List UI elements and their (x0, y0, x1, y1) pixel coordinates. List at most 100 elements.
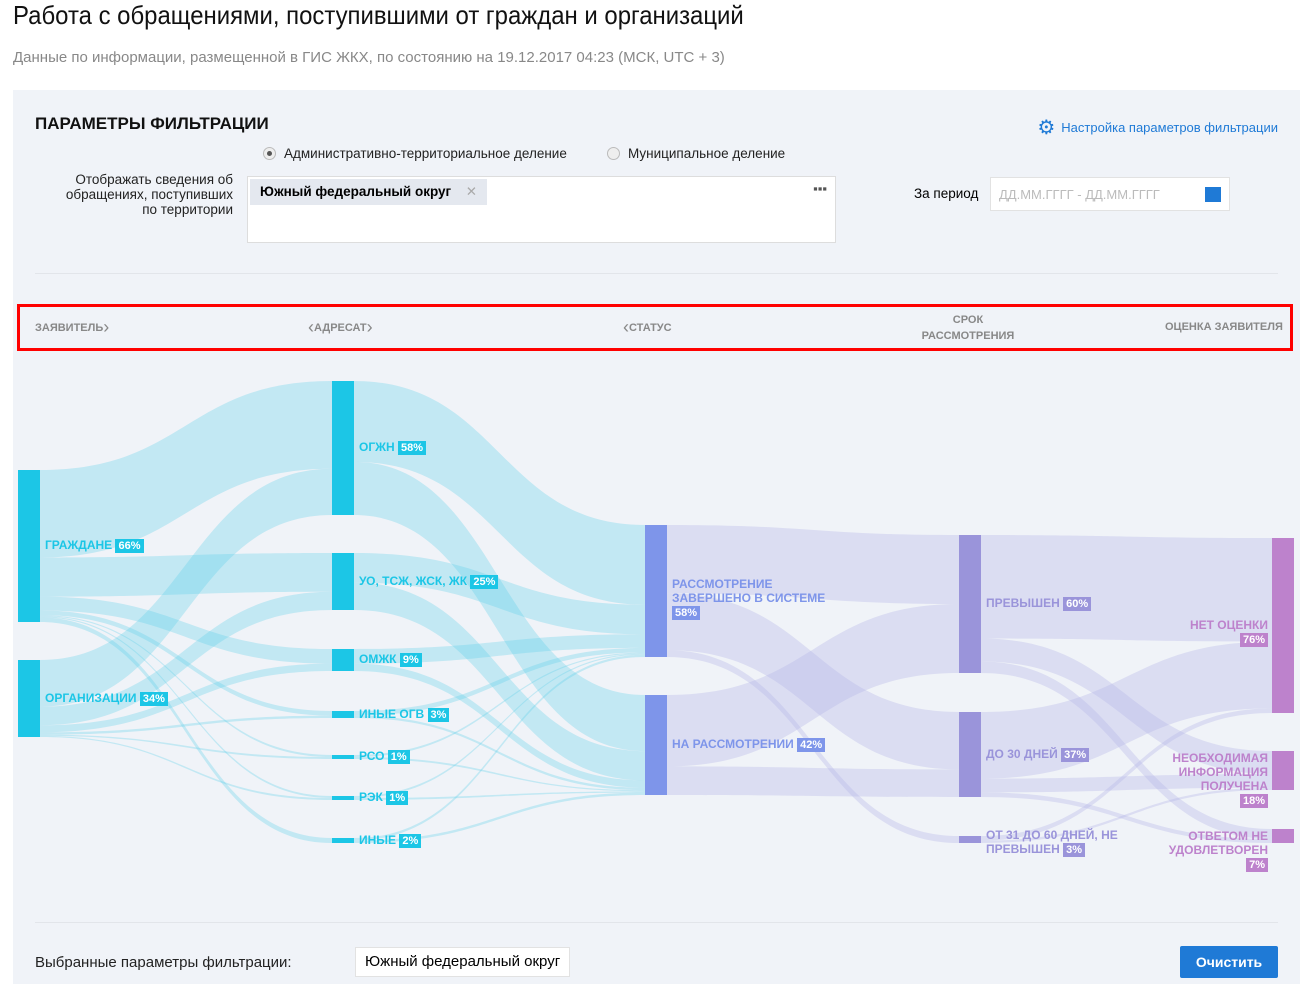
sankey-node[interactable] (959, 836, 981, 843)
sankey-link[interactable] (981, 535, 1272, 642)
sankey-link[interactable] (354, 553, 645, 635)
node-percent-badge: 42% (797, 738, 826, 752)
sankey-node[interactable] (1272, 538, 1294, 713)
selected-params-label: Выбранные параметры фильтрации: (35, 954, 292, 971)
node-percent-badge: 1% (386, 791, 409, 805)
sankey-node[interactable] (332, 649, 354, 671)
sankey-link[interactable] (667, 525, 959, 604)
filters-heading: ПАРАМЕТРЫ ФИЛЬТРАЦИИ (35, 114, 269, 133)
sankey-link[interactable] (981, 787, 1272, 843)
sankey-link[interactable] (354, 652, 645, 757)
sankey-link[interactable] (981, 708, 1272, 841)
sankey-link[interactable] (981, 792, 1272, 843)
sankey-link[interactable] (667, 593, 959, 770)
node-name: ОМЖК (359, 652, 400, 666)
sankey-link[interactable] (354, 653, 645, 798)
sankey-link[interactable] (40, 735, 332, 800)
sankey-link[interactable] (40, 616, 332, 798)
sankey-link[interactable] (667, 766, 959, 797)
radio-label: Административно-территориальное деление (284, 146, 567, 161)
sankey-link[interactable] (40, 663, 332, 733)
node-percent-badge: 34% (139, 691, 168, 706)
node-name: РСО (359, 749, 388, 763)
node-percent-badge: 60% (1063, 597, 1092, 611)
sankey-link[interactable] (354, 654, 645, 841)
stage-addressee[interactable]: ‹АДРЕСАТ› (308, 317, 373, 337)
sankey-node[interactable] (18, 470, 40, 622)
sankey-link[interactable] (354, 582, 645, 781)
node-percent-badge: 18% (1239, 794, 1268, 808)
node-label: ОГЖН 58% (359, 440, 427, 455)
sankey-link[interactable] (40, 468, 332, 707)
sankey-node[interactable] (1272, 829, 1294, 843)
radio-municipal[interactable]: Муниципальное деление (607, 146, 785, 161)
node-label: ОТВЕТОМ НЕ УДОВЛЕТВОРЕН 7% (1158, 829, 1268, 872)
close-icon[interactable]: ✕ (465, 184, 477, 199)
sankey-link[interactable] (981, 638, 1272, 774)
sankey-node[interactable] (332, 796, 354, 800)
sankey-link[interactable] (354, 461, 645, 752)
period-input[interactable]: ДД.ММ.ГГГГ - ДД.ММ.ГГГГ (990, 177, 1230, 211)
sankey-link[interactable] (40, 596, 332, 664)
territory-label: Отображать сведения об обращениях, посту… (65, 172, 233, 217)
calendar-icon[interactable] (1205, 187, 1221, 202)
sankey-link[interactable] (40, 591, 332, 726)
divider (35, 922, 1278, 923)
sankey-node[interactable] (645, 525, 667, 657)
node-label: РСО 1% (359, 749, 410, 764)
stage-status[interactable]: ‹СТАТУС (623, 317, 672, 337)
radio-admin-territorial[interactable]: Административно-территориальное деление (263, 146, 567, 161)
sankey-link[interactable] (981, 773, 1272, 793)
node-label: НЕТ ОЦЕНКИ 76% (1158, 618, 1268, 647)
node-name: ОГЖН (359, 440, 398, 454)
sankey-link[interactable] (40, 734, 332, 759)
filter-settings-label: Настройка параметров фильтрации (1061, 120, 1278, 135)
sankey-link[interactable] (40, 715, 332, 735)
clear-button[interactable]: Очистить (1180, 946, 1278, 978)
sankey-node[interactable] (959, 712, 981, 797)
node-label: ОМЖК 9% (359, 652, 422, 667)
node-name: ГРАЖДАНЕ (45, 538, 116, 552)
sankey-node[interactable] (332, 711, 354, 718)
stage-term[interactable]: СРОК РАССМОТРЕНИЯ (921, 314, 1015, 342)
sankey-node[interactable] (645, 695, 667, 795)
sankey-link[interactable] (354, 634, 645, 664)
node-percent-badge: 3% (427, 707, 450, 722)
page-title: Работа с обращениями, поступившими от гр… (13, 0, 744, 30)
sankey-node[interactable] (1272, 751, 1294, 790)
sankey-link[interactable] (354, 381, 645, 605)
sankey-link[interactable] (981, 661, 1272, 840)
sankey-link[interactable] (40, 617, 332, 843)
stage-rating[interactable]: ОЦЕНКА ЗАЯВИТЕЛЯ (1165, 321, 1283, 333)
node-percent-badge: 2% (399, 833, 422, 848)
sankey-link[interactable] (667, 604, 959, 767)
sankey-link[interactable] (354, 791, 645, 800)
stage-applicant[interactable]: ЗАЯВИТЕЛЬ› (35, 317, 110, 337)
sankey-link[interactable] (40, 615, 332, 757)
sankey-link[interactable] (354, 663, 645, 788)
sankey-link[interactable] (40, 381, 332, 558)
node-label: РЭК 1% (359, 790, 409, 805)
sankey-link[interactable] (354, 715, 645, 791)
node-label: ОТ 31 ДО 60 ДНЕЙ, НЕ ПРЕВЫШЕН 3% (986, 828, 1126, 857)
sankey-node[interactable] (959, 535, 981, 673)
filter-settings-link[interactable]: ⚙ Настройка параметров фильтрации (1037, 115, 1278, 140)
node-label: НЕОБХОДИМАЯ ИНФОРМАЦИЯ ПОЛУЧЕНА 18% (1158, 751, 1268, 808)
sankey-node[interactable] (332, 838, 354, 843)
sankey-link[interactable] (354, 757, 645, 792)
sankey-link[interactable] (40, 610, 332, 716)
sankey-link[interactable] (40, 553, 332, 597)
territory-input[interactable]: Южный федеральный округ ✕ ▪▪▪ (247, 176, 836, 243)
node-name: РЭК (359, 790, 387, 804)
sankey-node[interactable] (332, 381, 354, 515)
sankey-node[interactable] (332, 755, 354, 759)
sankey-node[interactable] (332, 553, 354, 610)
period-placeholder: ДД.ММ.ГГГГ - ДД.ММ.ГГГГ (999, 187, 1160, 202)
node-percent-badge: 76% (1239, 633, 1268, 647)
sankey-link[interactable] (981, 641, 1272, 779)
sankey-node[interactable] (18, 660, 40, 737)
sankey-link[interactable] (354, 792, 645, 843)
more-icon[interactable]: ▪▪▪ (813, 181, 827, 196)
sankey-link[interactable] (354, 647, 645, 716)
